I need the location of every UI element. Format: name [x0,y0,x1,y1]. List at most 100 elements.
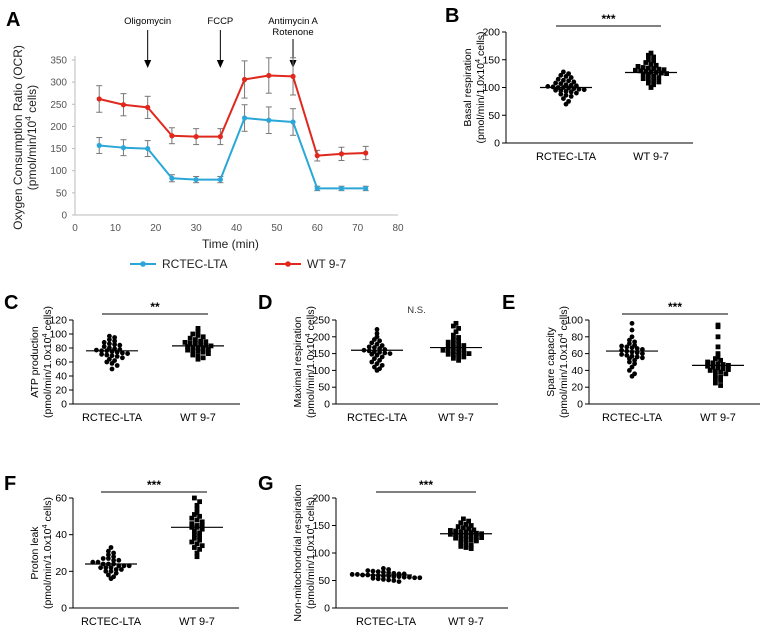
data-point [468,537,474,543]
data-point [90,559,96,565]
data-point [627,359,632,365]
data-point [369,351,375,357]
data-point [114,354,120,359]
data-point [561,96,566,101]
data-point [200,346,206,352]
data-point [372,345,377,350]
category-label: WT 9-7 [448,616,484,628]
y-tick-label-a: 0 [61,211,67,222]
data-point [338,151,345,157]
data-point [456,342,461,347]
data-point [372,356,377,362]
data-point [440,347,446,353]
y-tick-label: 20 [571,382,583,394]
y-tick-label: 0 [61,399,67,411]
data-point [374,352,380,358]
data-point [461,350,467,356]
data-point [646,72,651,78]
data-point [109,366,115,372]
y-tick-label: 250 [312,315,330,327]
panel-label-c: C [4,292,18,314]
data-point [707,368,713,373]
data-point [370,568,376,574]
data-point [640,351,645,356]
data-point [715,344,721,350]
data-point [116,557,122,563]
data-point [200,349,206,355]
data-point [111,557,116,563]
y-tick-label: 50 [318,382,330,394]
data-point [713,380,718,386]
group-wt-9-7 [172,326,224,362]
data-point [109,361,115,366]
significance-label: *** [419,478,433,492]
panel-label-g: G [258,473,274,495]
data-point [381,566,386,571]
data-point [112,342,117,347]
data-point [458,520,464,526]
data-point [98,565,103,571]
data-point [640,76,646,82]
data-point [656,75,662,80]
group-wt-9-7 [430,320,482,363]
y-tick-label: 80 [55,343,67,355]
category-label: WT 9-7 [180,412,216,424]
panel-g-dot-plot: G 0 50 100 150 200 Non-mitochondrial respirati… [258,473,508,628]
data-point [563,88,569,94]
data-point [705,359,710,365]
significance-label: N.S. [407,305,425,316]
group-rctec-lta [86,333,138,372]
data-point [463,545,469,550]
data-point [715,354,721,360]
category-label: RCTEC-LTA [81,616,142,628]
data-point [651,74,656,79]
data-point [192,535,197,541]
y-axis-title: Spare capacity [545,327,557,397]
data-point [377,338,382,344]
data-point [200,355,206,361]
data-point [468,530,474,536]
group-wt-9-7 [171,495,223,560]
y-tick-label: 20 [55,385,67,397]
data-point [471,527,477,533]
group-wt-9-7 [625,50,677,90]
data-point [568,89,574,95]
data-point [109,349,115,354]
data-point [555,76,561,82]
data-point [629,334,635,340]
legend-swatch-marker [285,261,291,267]
y-tick-label: 150 [312,348,330,360]
category-label: WT 9-7 [700,412,736,424]
data-point [455,524,461,529]
panel-e-dot-plot: E 0 20 40 60 80 100 Spare capacity (pmol/min/1.0… [502,292,760,424]
data-point [633,67,638,73]
data-point [468,523,474,528]
series-line-connector [292,121,319,189]
data-point [104,352,110,358]
data-point [190,348,196,354]
data-point [456,346,461,351]
data-point [463,529,469,535]
data-point [241,115,248,121]
y-tick-label-a: 350 [50,56,67,67]
data-point [401,574,407,580]
data-point [379,362,385,368]
data-point [718,357,723,363]
data-point [638,68,643,74]
data-point [112,335,117,340]
data-point [193,176,199,183]
y-tick-label: 40 [55,529,67,541]
data-point [632,339,637,345]
data-point [479,535,484,540]
y-tick-label-a: 50 [56,188,68,199]
y-tick-label: 0 [61,603,67,615]
data-point [629,364,635,370]
data-point [192,532,197,538]
legend-label: WT 9-7 [307,257,346,271]
data-point [715,324,721,330]
data-point [624,352,630,358]
data-point [451,341,456,346]
data-point [627,368,632,373]
data-point [108,565,114,571]
data-point [193,341,198,347]
